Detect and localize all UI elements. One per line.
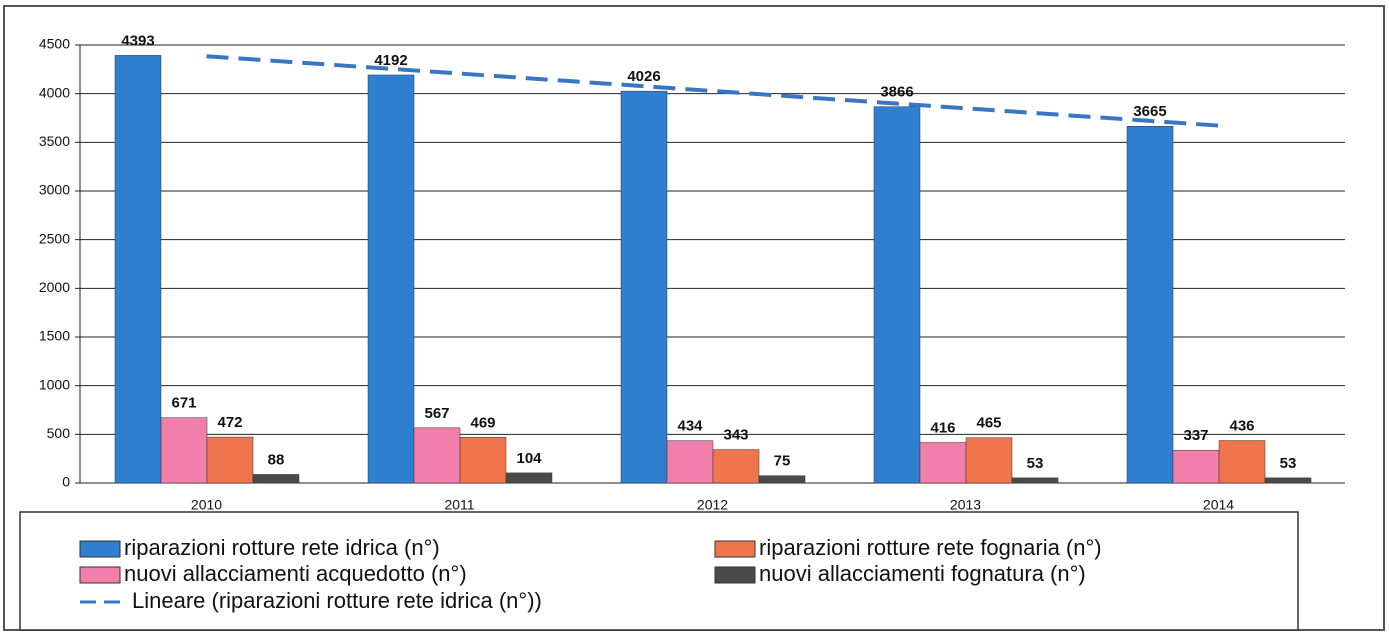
legend-label: riparazioni rotture rete idrica (n°): [124, 535, 440, 560]
y-tick-label: 4000: [39, 84, 70, 100]
value-label: 465: [976, 415, 1001, 432]
legend-label: nuovi allacciamenti fognatura (n°): [759, 561, 1086, 586]
value-label: 469: [470, 414, 495, 431]
value-label: 75: [774, 453, 791, 470]
value-label: 434: [677, 418, 703, 435]
value-label: 4192: [374, 52, 407, 69]
x-tick-label: 2012: [697, 497, 728, 513]
legend-box: [19, 511, 1299, 631]
value-label: 343: [723, 427, 748, 444]
bar: [919, 442, 967, 484]
legend-label: Lineare (riparazioni rotture rete idrica…: [132, 588, 542, 613]
legend-swatch: [714, 566, 756, 584]
value-label: 472: [217, 414, 242, 431]
y-tick-label: 0: [62, 474, 70, 490]
bar: [1011, 477, 1059, 484]
x-tick-label: 2011: [444, 497, 474, 513]
bar: [114, 55, 162, 484]
bar: [620, 90, 668, 484]
y-tick-label: 500: [47, 425, 71, 441]
x-tick-label: 2013: [950, 497, 981, 513]
bar: [1126, 126, 1174, 484]
value-label: 567: [424, 405, 449, 422]
x-tick-label: 2010: [191, 497, 222, 513]
legend-label: riparazioni rotture rete fognaria (n°): [759, 535, 1102, 560]
bar: [758, 475, 806, 484]
y-tick-label: 1500: [39, 328, 70, 344]
bar: [252, 474, 300, 484]
value-label: 4393: [121, 32, 154, 49]
y-tick-label: 1000: [39, 376, 70, 392]
y-tick-label: 4500: [39, 36, 70, 52]
legend-swatch: [714, 540, 756, 558]
legend-label: nuovi allacciamenti acquedotto (n°): [124, 561, 467, 586]
value-label: 436: [1229, 418, 1254, 435]
y-tick-label: 2500: [39, 230, 70, 246]
bar: [367, 74, 415, 484]
value-label: 416: [930, 419, 955, 436]
bar: [1218, 440, 1266, 484]
legend-swatch: [79, 566, 121, 584]
bar: [413, 427, 461, 484]
bar: [666, 440, 714, 484]
bar: [1264, 477, 1312, 484]
value-label: 104: [516, 450, 542, 467]
bar: [160, 417, 208, 484]
bar: [712, 449, 760, 484]
value-label: 3665: [1133, 103, 1166, 120]
legend-swatch: [79, 540, 121, 558]
bar: [1172, 449, 1220, 484]
x-tick-label: 2014: [1203, 497, 1234, 513]
bar: [505, 472, 553, 484]
value-label: 4026: [627, 68, 660, 85]
value-label: 88: [268, 451, 285, 468]
bar: [873, 106, 921, 484]
value-label: 337: [1183, 427, 1208, 444]
bar: [965, 437, 1013, 484]
y-tick-label: 3500: [39, 133, 70, 149]
bar: [459, 437, 507, 484]
y-tick-label: 3000: [39, 182, 70, 198]
bar: [206, 436, 254, 484]
value-label: 3866: [880, 84, 913, 101]
y-tick-label: 2000: [39, 279, 70, 295]
trend-line: [206, 54, 1219, 128]
value-label: 53: [1280, 455, 1297, 472]
value-label: 671: [171, 395, 196, 412]
value-label: 53: [1027, 455, 1044, 472]
